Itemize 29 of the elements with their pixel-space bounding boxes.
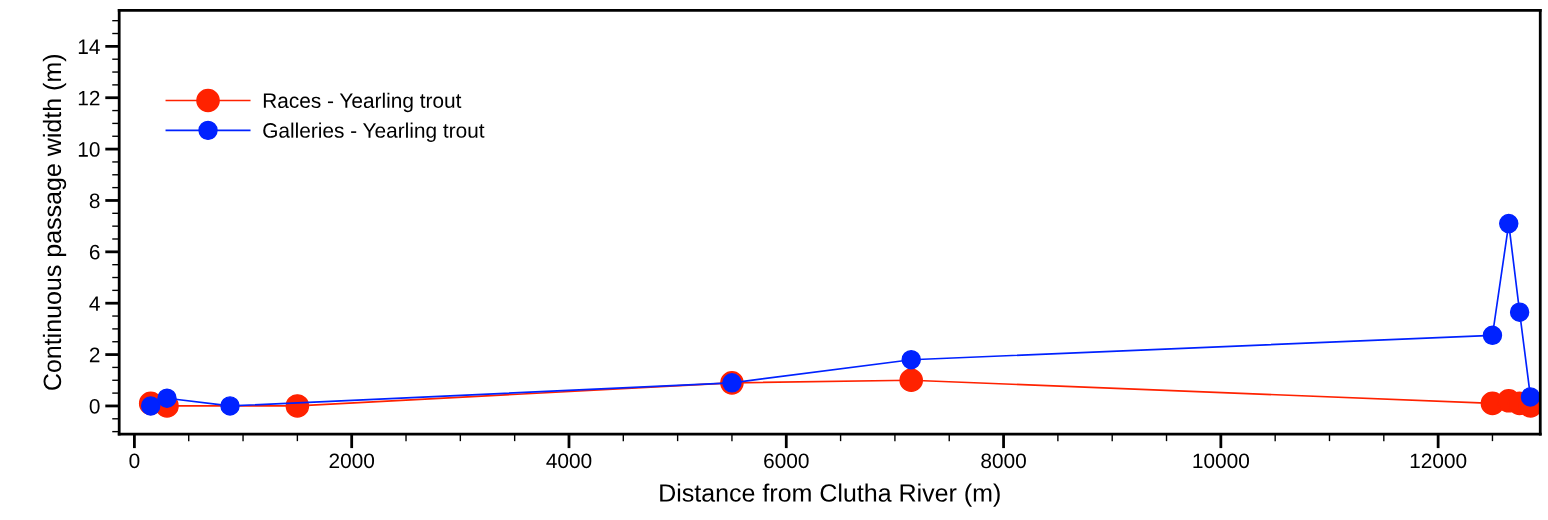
y-tick-label: 4 [89, 296, 100, 311]
x-tick-label: 8000 [981, 453, 1026, 469]
legend-label: Galleries - Yearling trout [263, 122, 485, 142]
point [1509, 302, 1530, 322]
y-tick-label: 14 [78, 39, 100, 54]
point [1499, 213, 1519, 234]
y-tick-label: 0 [89, 398, 100, 414]
point [1520, 387, 1541, 407]
x-tick-label: 10000 [1193, 453, 1249, 469]
y-tick-label: 2 [89, 347, 100, 363]
x-tick-label: 12000 [1410, 453, 1467, 469]
point [1482, 325, 1503, 346]
y-tick-label: 8 [89, 193, 100, 209]
x-tick-label: 6000 [764, 453, 809, 469]
x-tick-label: 2000 [329, 453, 375, 469]
point [220, 396, 240, 416]
point [140, 396, 161, 416]
y-tick-label: 12 [78, 90, 100, 106]
x-axis-title: Distance from Clutha River (m) [660, 483, 1000, 507]
x-tick-label: 0 [129, 453, 140, 469]
point [899, 368, 924, 393]
x-tick-label: 4000 [546, 453, 592, 469]
point [901, 349, 921, 370]
y-tick-label: 10 [78, 142, 100, 157]
point [157, 388, 177, 408]
legend-label: Races - Yearling trout [263, 92, 462, 113]
y-axis-title: Continuous passage width (m) [42, 55, 67, 390]
y-tick-label: 6 [89, 244, 100, 260]
point [285, 394, 310, 418]
